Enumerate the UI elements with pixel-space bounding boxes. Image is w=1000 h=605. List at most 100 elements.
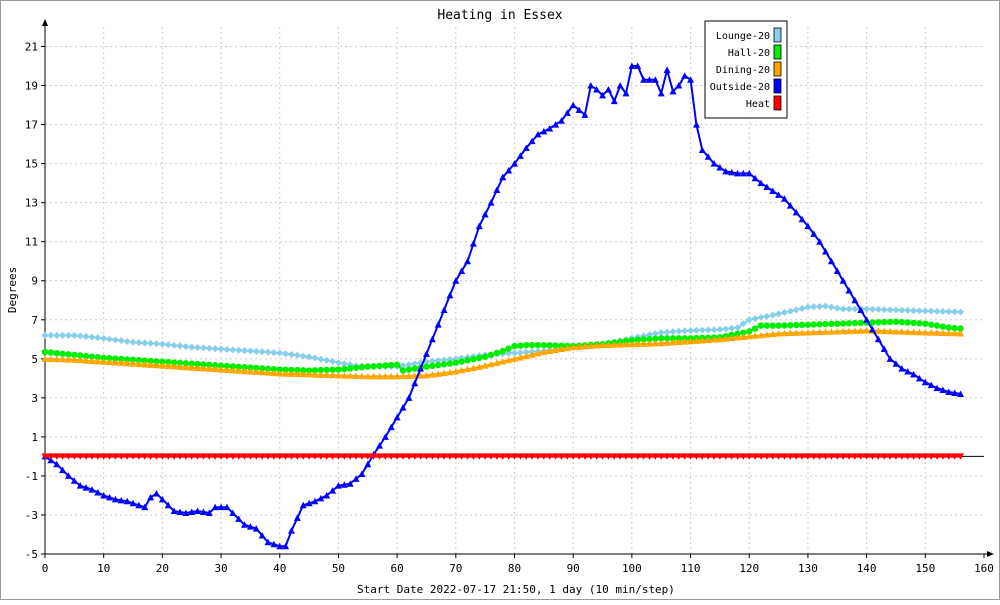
point-dining-20 xyxy=(64,356,72,363)
point-heat xyxy=(546,453,554,460)
point-outside-20 xyxy=(340,481,348,488)
point-outside-20 xyxy=(751,174,759,182)
point-lounge-20 xyxy=(663,328,671,336)
point-hall-20 xyxy=(517,342,524,349)
point-hall-20 xyxy=(933,322,941,329)
x-tick-label: 0 xyxy=(42,562,49,575)
point-outside-20 xyxy=(287,527,295,534)
legend-swatch-lounge-20 xyxy=(773,27,782,43)
point-hall-20 xyxy=(147,357,154,365)
point-lounge-20 xyxy=(282,350,290,358)
point-heat xyxy=(499,453,507,460)
point-hall-20 xyxy=(118,355,125,363)
point-dining-20 xyxy=(399,372,407,380)
point-outside-20 xyxy=(188,508,196,516)
point-outside-20 xyxy=(446,291,454,299)
point-outside-20 xyxy=(82,484,90,491)
point-lounge-20 xyxy=(76,332,84,340)
point-hall-20 xyxy=(65,351,72,358)
point-heat xyxy=(710,453,718,460)
point-heat xyxy=(59,453,67,460)
point-heat xyxy=(604,453,612,460)
point-lounge-20 xyxy=(827,303,835,311)
point-outside-20 xyxy=(329,487,337,494)
point-heat xyxy=(915,453,923,460)
point-dining-20 xyxy=(751,332,759,339)
point-lounge-20 xyxy=(739,320,747,328)
point-hall-20 xyxy=(141,357,148,364)
point-hall-20 xyxy=(552,342,559,349)
point-dining-20 xyxy=(376,372,384,380)
point-heat xyxy=(857,453,865,460)
point-lounge-20 xyxy=(82,333,90,341)
point-hall-20 xyxy=(540,341,548,349)
point-dining-20 xyxy=(241,367,249,375)
point-heat xyxy=(317,453,325,460)
point-hall-20 xyxy=(476,354,483,362)
point-lounge-20 xyxy=(505,349,513,357)
point-hall-20 xyxy=(839,320,847,327)
point-dining-20 xyxy=(945,329,953,337)
point-outside-20 xyxy=(364,460,372,468)
point-hall-20 xyxy=(129,356,137,363)
point-hall-20 xyxy=(775,322,782,329)
point-dining-20 xyxy=(833,327,841,335)
point-outside-20 xyxy=(311,497,319,505)
point-outside-20 xyxy=(804,222,812,230)
point-hall-20 xyxy=(399,367,407,374)
point-heat xyxy=(868,453,876,460)
point-outside-20 xyxy=(422,350,430,357)
point-outside-20 xyxy=(241,521,249,528)
point-hall-20 xyxy=(487,351,495,359)
point-heat xyxy=(205,453,213,460)
point-dining-20 xyxy=(552,346,560,354)
point-dining-20 xyxy=(188,364,196,371)
point-lounge-20 xyxy=(217,345,225,353)
point-lounge-20 xyxy=(88,333,96,341)
point-dining-20 xyxy=(892,327,900,335)
y-tick-label: 21 xyxy=(25,41,38,54)
point-outside-20 xyxy=(346,480,354,487)
point-hall-20 xyxy=(734,330,741,338)
point-lounge-20 xyxy=(839,305,847,313)
point-heat xyxy=(739,453,747,460)
point-dining-20 xyxy=(223,366,231,373)
point-outside-20 xyxy=(557,117,565,124)
point-hall-20 xyxy=(323,366,330,374)
y-tick-label: 5 xyxy=(31,353,38,366)
point-heat xyxy=(798,453,806,460)
point-dining-20 xyxy=(164,362,172,370)
point-outside-20 xyxy=(786,202,794,209)
point-outside-20 xyxy=(792,208,800,216)
point-dining-20 xyxy=(575,343,583,350)
point-hall-20 xyxy=(411,365,418,372)
point-dining-20 xyxy=(951,329,959,337)
point-outside-20 xyxy=(810,230,818,237)
point-hall-20 xyxy=(165,358,172,366)
point-dining-20 xyxy=(440,369,448,377)
point-heat xyxy=(698,453,706,460)
point-lounge-20 xyxy=(769,311,777,319)
point-heat xyxy=(270,453,278,460)
point-lounge-20 xyxy=(804,303,812,311)
point-hall-20 xyxy=(194,360,201,368)
point-heat xyxy=(487,453,495,460)
point-hall-20 xyxy=(822,320,829,328)
point-outside-20 xyxy=(147,493,155,501)
point-hall-20 xyxy=(793,321,800,329)
point-lounge-20 xyxy=(734,324,742,332)
point-outside-20 xyxy=(158,495,166,503)
point-lounge-20 xyxy=(892,306,900,314)
point-hall-20 xyxy=(881,318,888,326)
point-outside-20 xyxy=(704,153,712,160)
point-dining-20 xyxy=(546,347,554,355)
point-heat xyxy=(276,453,284,460)
point-hall-20 xyxy=(41,348,49,356)
point-hall-20 xyxy=(264,365,272,372)
point-dining-20 xyxy=(927,329,935,336)
point-dining-20 xyxy=(710,336,718,343)
point-dining-20 xyxy=(780,329,788,337)
point-outside-20 xyxy=(516,152,524,159)
point-heat xyxy=(452,453,460,460)
